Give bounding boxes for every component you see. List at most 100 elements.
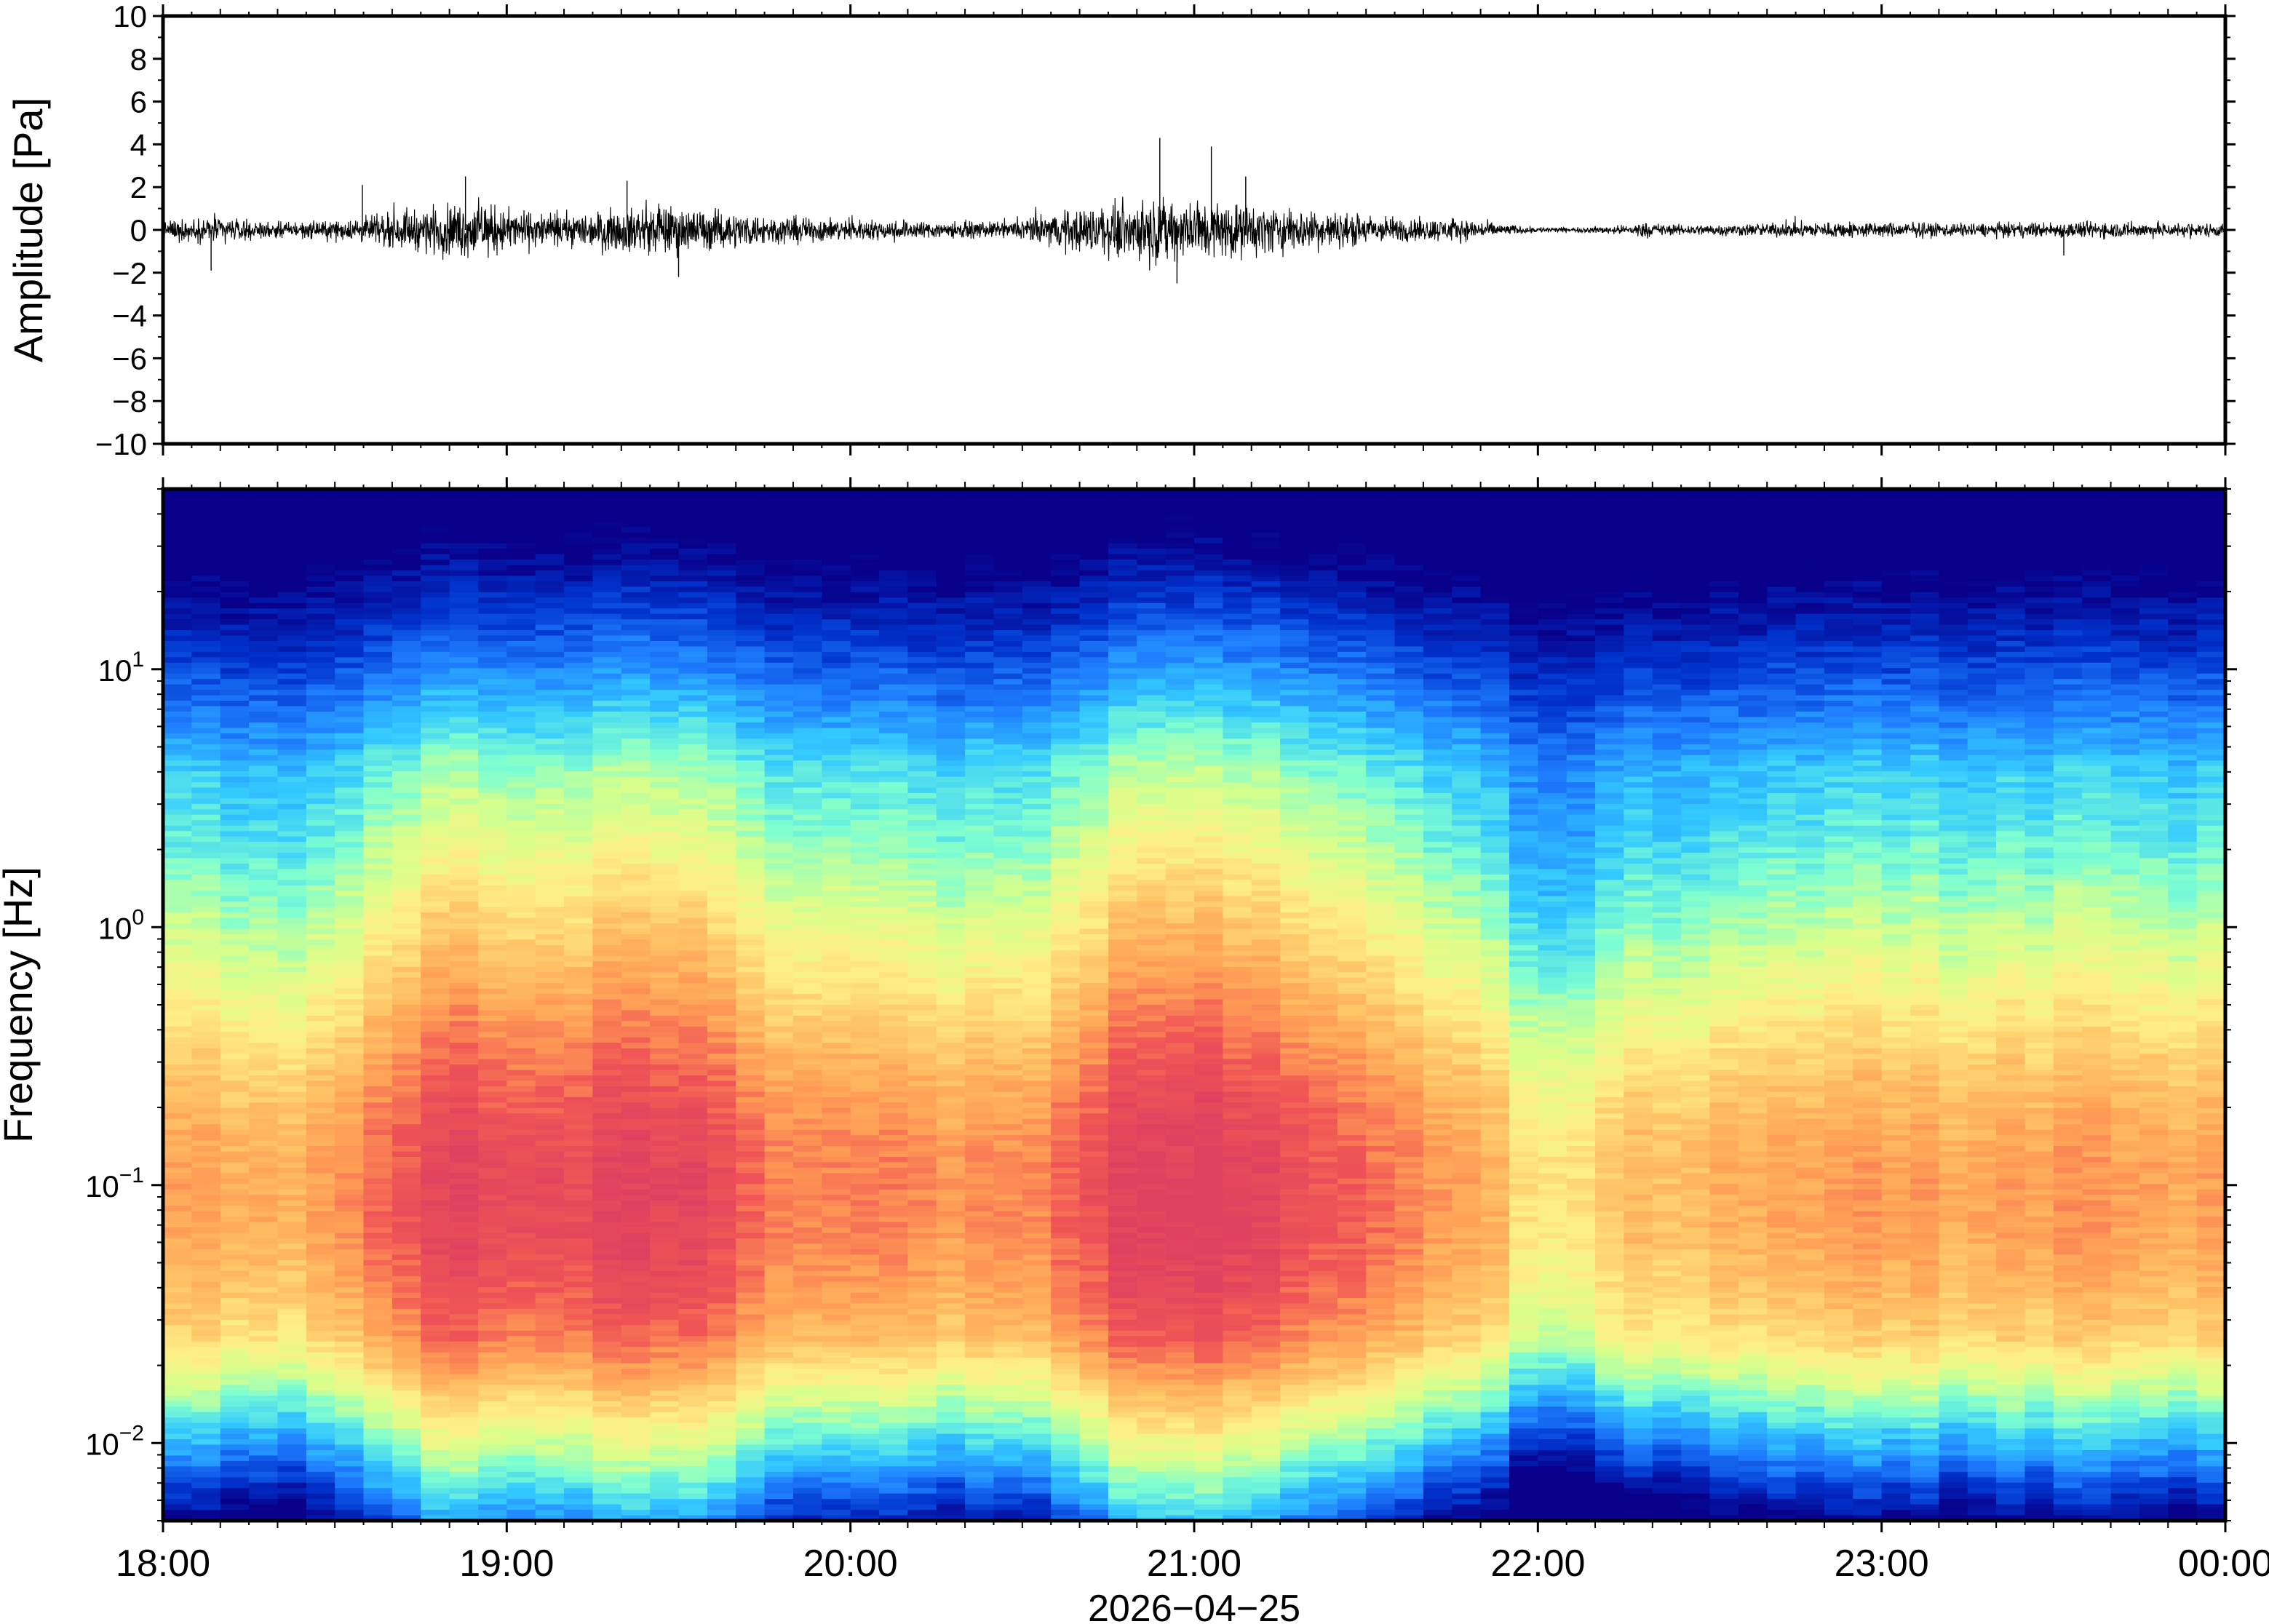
spectrogram-cell bbox=[392, 869, 422, 875]
spectrogram-cell bbox=[392, 717, 422, 723]
spectrogram-cell bbox=[249, 717, 279, 723]
spectrogram-cell bbox=[822, 1308, 851, 1315]
spectrogram-cell bbox=[191, 1460, 221, 1468]
spectrogram-cell bbox=[736, 972, 766, 979]
spectrogram-cell bbox=[277, 597, 307, 604]
spectrogram-cell bbox=[621, 792, 651, 800]
spectrogram-cell bbox=[564, 1010, 594, 1016]
spectrogram-cell bbox=[392, 1015, 422, 1022]
spectrogram-cell bbox=[449, 527, 479, 533]
spectrogram-cell bbox=[822, 1499, 851, 1505]
spectrogram-cell bbox=[306, 896, 335, 902]
spectrogram-cell bbox=[191, 1287, 221, 1294]
spectrogram-cell bbox=[335, 820, 365, 827]
spectrogram-cell bbox=[535, 1064, 565, 1071]
spectrogram-cell bbox=[822, 901, 851, 908]
spectrogram-cell bbox=[363, 847, 393, 853]
spectrogram-cell bbox=[363, 842, 393, 848]
spectrogram-cell bbox=[678, 1396, 708, 1402]
spectrogram-cell bbox=[421, 668, 450, 674]
spectrogram-cell bbox=[650, 640, 680, 648]
spectrogram-cell bbox=[564, 1124, 594, 1131]
spectrogram-cell bbox=[249, 1118, 279, 1125]
spectrogram-cell bbox=[306, 1455, 335, 1462]
spectrogram-cell bbox=[277, 901, 307, 908]
spectrogram-cell bbox=[707, 494, 737, 501]
spectrogram-cell bbox=[306, 1146, 335, 1153]
spectrogram-cell bbox=[764, 516, 794, 522]
spectrogram-cell bbox=[792, 1151, 823, 1158]
spectrogram-cell bbox=[764, 1015, 794, 1022]
spectrogram-cell bbox=[822, 755, 851, 761]
spectrogram-cell bbox=[449, 853, 479, 859]
spectrogram-cell bbox=[506, 538, 536, 544]
spectrogram-cell bbox=[678, 1471, 708, 1478]
spectrogram-cell bbox=[621, 608, 651, 615]
spectrogram-cell bbox=[792, 668, 823, 674]
spectrogram-cell bbox=[277, 1189, 307, 1196]
spectrogram-cell bbox=[621, 494, 651, 501]
spectrogram-cell bbox=[592, 521, 622, 528]
spectrogram-cell bbox=[707, 842, 737, 848]
spectrogram-cell bbox=[306, 972, 335, 979]
spectrogram-cell bbox=[163, 668, 193, 674]
spectrogram-cell bbox=[564, 1206, 594, 1212]
spectrogram-cell bbox=[678, 955, 708, 963]
spectrogram-cell bbox=[306, 1189, 335, 1196]
spectrogram-cell bbox=[477, 1238, 508, 1245]
spectrogram-cell bbox=[477, 787, 508, 794]
spectrogram-cell bbox=[249, 999, 279, 1006]
spectrogram-cell bbox=[506, 874, 536, 881]
spectrogram-cell bbox=[421, 858, 450, 864]
spectrogram-cell bbox=[592, 1433, 622, 1440]
spectrogram-cell bbox=[249, 1173, 279, 1179]
spectrogram-cell bbox=[678, 874, 708, 881]
spectrogram-cell bbox=[736, 1396, 766, 1402]
spectrogram-cell bbox=[850, 635, 880, 642]
spectrogram-cell bbox=[592, 489, 622, 495]
spectrogram-cell bbox=[277, 1298, 307, 1305]
spectrogram-cell bbox=[477, 836, 508, 843]
spectrogram-cell bbox=[392, 570, 422, 577]
spectrogram-cell bbox=[678, 651, 708, 658]
spectrogram-cell bbox=[535, 1059, 565, 1065]
spectrogram-cell bbox=[621, 966, 651, 974]
spectrogram-cell bbox=[822, 776, 851, 783]
spectrogram-cell bbox=[477, 1059, 508, 1065]
spectrogram-cell bbox=[449, 1048, 479, 1054]
spectrogram-cell bbox=[650, 1173, 680, 1179]
spectrogram-cell bbox=[249, 891, 279, 897]
spectrogram-cell bbox=[277, 1466, 307, 1473]
spectrogram-cell bbox=[736, 1287, 766, 1294]
spectrogram-cell bbox=[535, 1206, 565, 1212]
spectrogram-cell bbox=[249, 576, 279, 582]
spectrogram-cell bbox=[764, 1341, 794, 1348]
spectrogram-cell bbox=[163, 1444, 193, 1451]
spectrogram-cell bbox=[707, 1510, 737, 1516]
spectrogram-cell bbox=[392, 597, 422, 604]
spectrogram-cell bbox=[277, 684, 307, 690]
spectrogram-cell bbox=[477, 1259, 508, 1267]
spectrogram-cell bbox=[506, 1102, 536, 1109]
spectrogram-cell bbox=[421, 950, 450, 957]
spectrogram-cell bbox=[592, 1178, 622, 1185]
spectrogram-cell bbox=[306, 1449, 335, 1457]
spectrogram-cell bbox=[592, 771, 622, 778]
spectrogram-cell bbox=[822, 1439, 851, 1446]
spectrogram-cell bbox=[163, 602, 193, 609]
spectrogram-cell bbox=[477, 560, 508, 566]
spectrogram-cell bbox=[363, 1259, 393, 1267]
spectrogram-cell bbox=[564, 880, 594, 886]
spectrogram-cell bbox=[163, 646, 193, 653]
spectrogram-cell bbox=[277, 1460, 307, 1468]
spectrogram-cell bbox=[764, 1428, 794, 1435]
spectrogram-cell bbox=[764, 1259, 794, 1267]
spectrogram-cell bbox=[449, 576, 479, 582]
spectrogram-cell bbox=[363, 858, 393, 864]
spectrogram-cell bbox=[707, 1374, 737, 1380]
spectrogram-cell bbox=[449, 1363, 479, 1369]
spectrogram-cell bbox=[249, 1352, 279, 1358]
spectrogram-cell bbox=[477, 549, 508, 555]
spectrogram-cell bbox=[678, 1075, 708, 1082]
